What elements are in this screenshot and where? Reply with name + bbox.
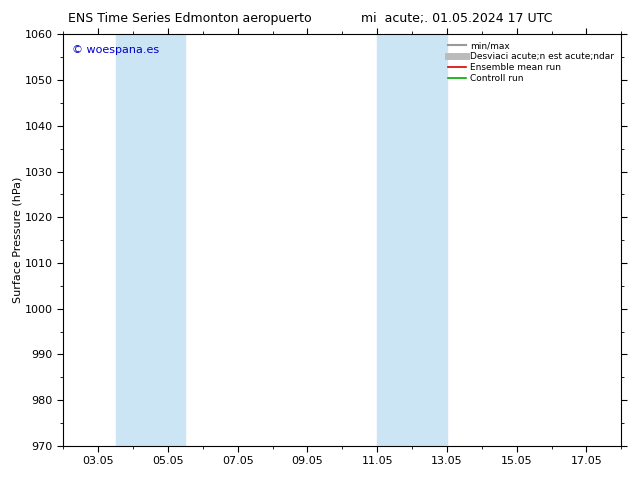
Text: © woespana.es: © woespana.es [72, 45, 159, 54]
Legend: min/max, Desviaci acute;n est acute;ndar, Ensemble mean run, Controll run: min/max, Desviaci acute;n est acute;ndar… [446, 39, 617, 86]
Bar [115, 34, 185, 446]
Text: mi  acute;. 01.05.2024 17 UTC: mi acute;. 01.05.2024 17 UTC [361, 12, 552, 25]
Y-axis label: Surface Pressure (hPa): Surface Pressure (hPa) [12, 177, 22, 303]
Bar [377, 34, 447, 446]
Text: ENS Time Series Edmonton aeropuerto: ENS Time Series Edmonton aeropuerto [68, 12, 312, 25]
